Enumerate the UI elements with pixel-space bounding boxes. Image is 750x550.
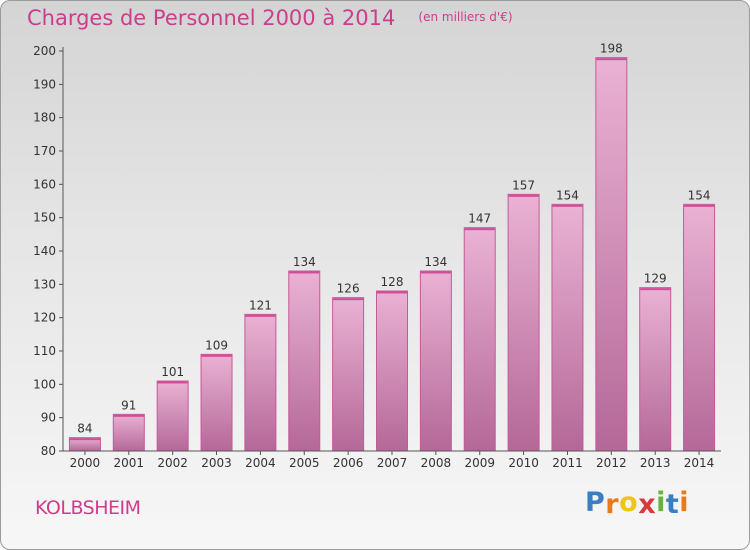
bar-2004 — [244, 313, 277, 452]
x-tick-label-2007: 2007 — [377, 456, 408, 470]
bar-top-edge — [420, 271, 451, 274]
logo-letter: o — [619, 487, 639, 518]
x-tick-label-2000: 2000 — [70, 456, 101, 470]
logo-letter: x — [638, 489, 657, 520]
x-tick-label-2004: 2004 — [245, 456, 276, 470]
x-tick-label-2012: 2012 — [596, 456, 627, 470]
value-label-2000: 84 — [77, 422, 92, 436]
bar-2001 — [112, 413, 145, 452]
chart-title-block: Charges de Personnel 2000 à 2014 (en mil… — [27, 6, 513, 30]
x-tick-label-2011: 2011 — [552, 456, 583, 470]
logo-letter: t — [665, 489, 680, 520]
commune-name: KOLBSHEIM — [35, 497, 141, 519]
bar-2006 — [332, 297, 365, 452]
x-tick-label-2006: 2006 — [333, 456, 364, 470]
bar-top-edge — [508, 194, 539, 197]
y-tick-label: 100 — [33, 377, 56, 391]
x-tick-label-2013: 2013 — [640, 456, 671, 470]
bar-top-edge — [552, 204, 583, 207]
value-label-2001: 91 — [121, 398, 136, 412]
bar-top-edge — [684, 204, 715, 207]
bar-2008 — [419, 270, 452, 452]
y-tick-label: 110 — [33, 344, 56, 358]
chart-title: Charges de Personnel 2000 à 2014 — [27, 6, 396, 30]
value-label-2002: 101 — [161, 365, 184, 379]
bar-top-edge — [113, 414, 144, 417]
x-tick-label-2008: 2008 — [421, 456, 452, 470]
logo-letter: P — [585, 487, 606, 518]
bar-2007 — [376, 290, 408, 452]
value-label-2014: 154 — [688, 188, 711, 202]
bar-top-edge — [69, 438, 100, 441]
logo-letter: i — [656, 487, 666, 518]
y-tick-label: 130 — [33, 277, 56, 291]
value-label-2007: 128 — [381, 275, 404, 289]
x-tick-label-2010: 2010 — [508, 456, 539, 470]
y-tick-label: 170 — [33, 144, 56, 158]
logo-letter: i — [679, 487, 690, 518]
value-label-2003: 109 — [205, 338, 228, 352]
bar-top-edge — [289, 271, 320, 274]
y-tick-label: 150 — [33, 211, 56, 225]
bar-top-edge — [377, 291, 407, 294]
x-tick-label-2014: 2014 — [684, 456, 715, 470]
bar-top-edge — [157, 381, 188, 384]
value-label-2013: 129 — [644, 272, 667, 286]
y-tick-label: 80 — [41, 444, 56, 458]
bar-top-edge — [596, 58, 627, 61]
y-tick-label: 140 — [33, 244, 56, 258]
y-tick-label: 190 — [33, 77, 56, 91]
bar-2003 — [200, 353, 233, 452]
value-label-2012: 198 — [600, 42, 623, 56]
bar-2009 — [463, 227, 496, 452]
bar-2010 — [507, 193, 540, 452]
y-tick-label: 180 — [33, 111, 56, 125]
value-label-2008: 134 — [424, 255, 447, 269]
bar-top-edge — [464, 228, 495, 231]
value-label-2006: 126 — [337, 282, 360, 296]
value-label-2010: 157 — [512, 178, 535, 192]
bar-2011 — [551, 203, 584, 452]
bar-2013 — [639, 287, 672, 452]
bar-top-edge — [245, 314, 276, 317]
bar-2014 — [683, 203, 716, 452]
value-label-2005: 134 — [293, 255, 316, 269]
bar-top-edge — [640, 288, 671, 291]
bar-2005 — [288, 270, 321, 452]
x-tick-label-2003: 2003 — [201, 456, 232, 470]
logo-letter: r — [605, 489, 620, 520]
x-tick-label-2002: 2002 — [157, 456, 188, 470]
y-tick-label: 200 — [33, 44, 56, 58]
bar-2002 — [156, 380, 189, 452]
value-label-2011: 154 — [556, 188, 579, 202]
bar-top-edge — [201, 354, 232, 357]
value-label-2004: 121 — [249, 298, 272, 312]
x-tick-label-2009: 2009 — [464, 456, 495, 470]
x-tick-label-2001: 2001 — [114, 456, 145, 470]
y-tick-label: 90 — [41, 411, 56, 425]
bar-top-edge — [333, 298, 364, 301]
bar-2012 — [595, 57, 628, 452]
value-label-2009: 147 — [468, 212, 491, 226]
y-tick-label: 160 — [33, 177, 56, 191]
y-tick-label: 120 — [33, 311, 56, 325]
chart-subtitle: (en milliers d'€) — [418, 10, 513, 24]
x-tick-label-2005: 2005 — [289, 456, 320, 470]
proxiti-logo: Proxiti — [585, 487, 690, 520]
